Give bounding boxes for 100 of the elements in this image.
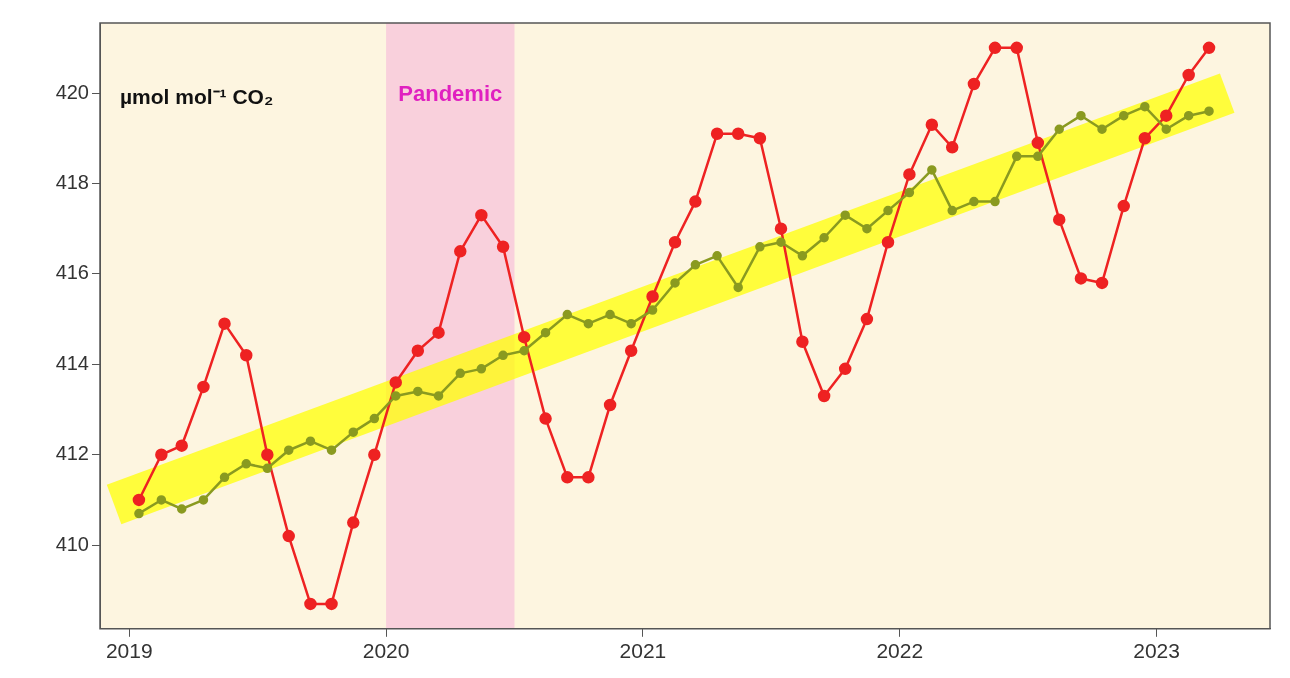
point [369, 413, 380, 424]
point [391, 391, 401, 401]
point [562, 309, 573, 320]
point [1204, 106, 1214, 116]
point [519, 346, 529, 356]
point [1183, 110, 1194, 121]
point [646, 290, 659, 303]
point [1182, 68, 1195, 82]
point [455, 368, 466, 379]
point [198, 495, 209, 505]
point [197, 380, 210, 394]
band-label: Pandemic [398, 81, 503, 107]
x-tick-label: 2019 [105, 639, 153, 663]
point [539, 412, 552, 425]
point [411, 344, 425, 358]
point [1097, 124, 1107, 134]
x-tick-label: 2022 [876, 639, 924, 663]
point [927, 165, 937, 175]
point [540, 327, 551, 338]
point [776, 237, 786, 248]
point [561, 471, 574, 484]
point [219, 472, 230, 483]
point [241, 459, 251, 469]
point [840, 210, 850, 220]
point [755, 242, 765, 252]
point [668, 236, 682, 249]
point [176, 504, 187, 514]
point [262, 463, 273, 474]
point [347, 516, 360, 529]
point [132, 493, 146, 507]
annotation: µmol mol⁻¹ CO₂ [120, 84, 274, 108]
point [689, 195, 702, 208]
point [155, 448, 168, 461]
point [1140, 101, 1150, 112]
y-tick-label: 414 [55, 351, 89, 374]
point [817, 389, 831, 403]
point [860, 312, 874, 326]
point [325, 597, 338, 611]
point [1074, 272, 1088, 285]
point [1031, 136, 1045, 150]
point [389, 376, 402, 389]
point [838, 362, 852, 376]
point [883, 205, 893, 216]
y-tick-label: 412 [55, 442, 89, 465]
point [326, 445, 337, 455]
point [670, 278, 680, 288]
point [433, 391, 444, 401]
point [218, 317, 231, 330]
point [304, 597, 317, 611]
point [753, 132, 767, 145]
point [967, 77, 981, 91]
point [731, 127, 745, 141]
point [1138, 132, 1152, 145]
point [903, 168, 916, 181]
point [1054, 124, 1064, 134]
point [945, 141, 959, 154]
point [947, 205, 957, 216]
point [1159, 109, 1173, 122]
point [819, 232, 829, 243]
point [881, 236, 895, 249]
point [134, 508, 144, 519]
point [1052, 213, 1066, 226]
point [904, 187, 915, 198]
point [710, 127, 724, 141]
point [476, 364, 487, 374]
point [432, 326, 445, 339]
point [261, 448, 274, 461]
point [647, 305, 658, 315]
point [862, 223, 872, 234]
point [582, 471, 595, 484]
point [988, 41, 1002, 55]
point [605, 309, 615, 320]
point [156, 495, 167, 505]
point [517, 330, 531, 344]
point [1033, 151, 1043, 162]
y-tick-label: 418 [55, 171, 89, 194]
point [454, 245, 467, 258]
point [475, 208, 488, 222]
point [774, 222, 788, 235]
point [925, 118, 939, 131]
point [240, 349, 253, 362]
point [1095, 276, 1109, 290]
point [1202, 41, 1216, 55]
point [283, 445, 294, 455]
point [690, 260, 701, 270]
point [348, 427, 359, 437]
point [1010, 41, 1023, 55]
point [1076, 110, 1086, 121]
point [413, 386, 423, 397]
point [175, 439, 188, 452]
point [282, 529, 295, 543]
point [1011, 151, 1022, 162]
point [797, 251, 808, 261]
point [1161, 124, 1171, 134]
point [1119, 110, 1129, 121]
y-tick-label: 410 [55, 532, 89, 555]
point [498, 350, 508, 361]
x-tick-label: 2023 [1133, 639, 1180, 663]
y-tick-label: 416 [55, 261, 89, 284]
point [626, 318, 636, 329]
